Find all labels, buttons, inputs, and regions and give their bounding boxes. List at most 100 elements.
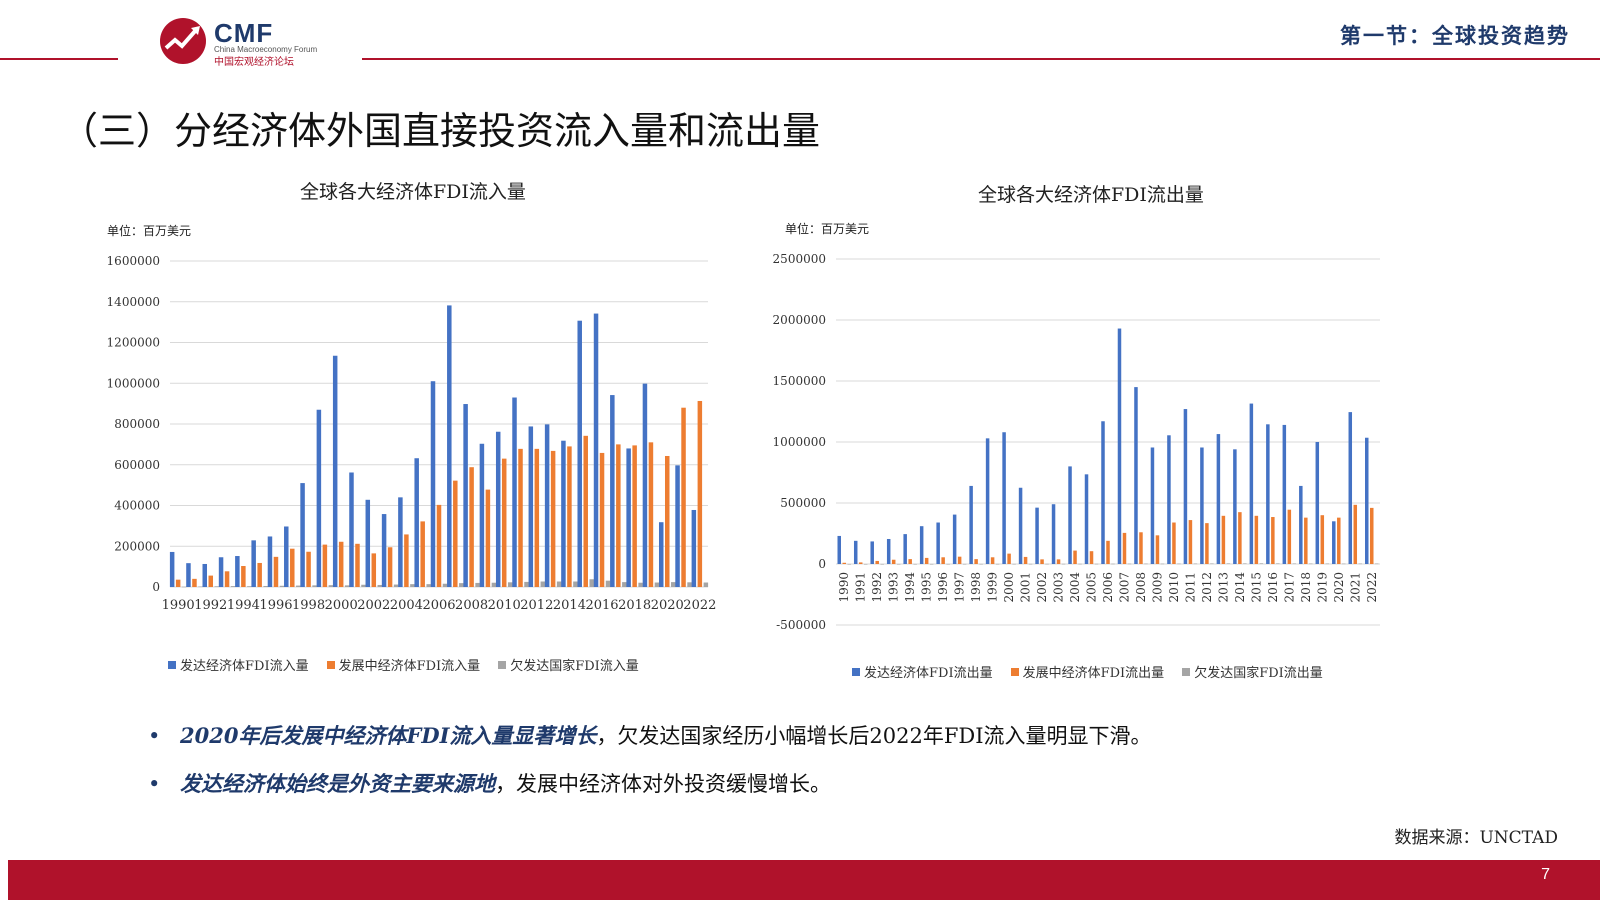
bar-developing [436, 504, 442, 587]
y-tick-label: 800000 [114, 417, 160, 431]
x-tick-label: 2004 [1068, 572, 1082, 603]
bar-developing [1056, 559, 1061, 564]
bar-developed [561, 440, 566, 587]
bar-least-developed [962, 563, 967, 565]
y-tick-label: 0 [818, 557, 826, 571]
bar-developing [941, 557, 945, 564]
bar-developing [1254, 515, 1259, 564]
bullet-highlight: 发达经济体始终是外资主要来源地 [180, 771, 495, 796]
x-tick-label: 1996 [936, 572, 950, 603]
bar-least-developed [540, 581, 546, 587]
bar-developed [300, 483, 305, 587]
bar-least-developed [1094, 563, 1099, 565]
y-tick-label: 2000000 [773, 313, 826, 327]
bar-developing [1073, 550, 1077, 564]
bar-least-developed [1325, 563, 1330, 565]
chart1-unit: 单位：百万美元 [107, 224, 192, 238]
bar-least-developed [1061, 563, 1066, 565]
bar-developing [1221, 515, 1226, 564]
bar-least-developed [703, 582, 709, 587]
bar-developed [577, 320, 582, 587]
bar-least-developed [605, 580, 611, 587]
bar-developed [1282, 424, 1287, 564]
x-tick-label: 2022 [1365, 572, 1379, 603]
y-tick-label: 600000 [114, 458, 160, 472]
bar-developed [479, 443, 485, 587]
bar-developing [858, 562, 863, 564]
bar-developed [642, 383, 648, 587]
bullet-marker: • [148, 724, 161, 748]
bar-least-developed [1045, 563, 1049, 565]
x-tick-label: 1998 [292, 598, 325, 613]
x-tick-label: 2010 [488, 598, 521, 613]
bar-developed [1117, 328, 1122, 564]
x-tick-label: 2010 [1167, 572, 1181, 603]
bar-least-developed [442, 583, 448, 587]
bullet-text: ，发展中经济体对外投资缓慢增长。 [495, 772, 831, 796]
x-tick-label: 1995 [920, 572, 934, 603]
bar-developed [919, 526, 924, 564]
bar-developed [969, 485, 973, 564]
bar-least-developed [573, 581, 578, 587]
bar-least-developed [622, 582, 627, 587]
legend-swatch-developing [1010, 667, 1019, 676]
legend-swatch-least-developed [498, 660, 507, 669]
bar-least-developed [181, 586, 187, 588]
x-tick-label: 2021 [1348, 572, 1362, 603]
bar-developing [974, 559, 978, 564]
page-number: 7 [1541, 866, 1550, 883]
bar-developing [924, 557, 929, 564]
legend-item-developed: 发达经济体FDI流入量 [168, 655, 309, 674]
logo-icon [160, 18, 206, 64]
header-rule-left [0, 58, 118, 60]
y-tick-label: 2500000 [773, 252, 826, 266]
bar-developing [1320, 515, 1325, 564]
bar-developed [853, 540, 858, 564]
legend-label: 欠发达国家FDI流入量 [510, 659, 639, 674]
bar-least-developed [638, 582, 643, 587]
bar-developing [697, 400, 703, 587]
x-tick-label: 2007 [1117, 572, 1131, 603]
bar-developing [290, 548, 295, 587]
bar-least-developed [328, 585, 334, 587]
x-tick-label: 2006 [1101, 572, 1115, 603]
bar-developed [544, 424, 550, 587]
bar-developing [485, 489, 491, 587]
bar-least-developed [393, 584, 399, 587]
bar-developing [175, 579, 181, 587]
bar-developed [316, 409, 322, 587]
bar-developing [583, 435, 588, 587]
bar-developing [371, 553, 377, 587]
bar-developed [1167, 435, 1171, 564]
x-tick-label: 2000 [1002, 572, 1016, 603]
bar-developed [447, 305, 452, 587]
legend-item-developing: 发展中经济体FDI流入量 [326, 655, 480, 674]
bar-least-developed [1012, 563, 1016, 565]
bar-developing [1353, 504, 1358, 564]
bar-developing [957, 556, 962, 564]
bar-developing [550, 450, 556, 587]
x-tick-label: 1990 [162, 598, 195, 613]
x-tick-label: 2002 [1035, 572, 1049, 603]
x-tick-label: 2014 [553, 598, 586, 613]
bar-least-developed [1144, 563, 1148, 565]
bar-least-developed [1375, 563, 1379, 565]
bar-developed [398, 497, 403, 587]
logo-text: CMF [214, 18, 274, 48]
logo-subtitle-en: China Macroeconomy Forum [214, 45, 318, 54]
bar-developing [224, 571, 230, 587]
bar-least-developed [279, 585, 285, 587]
bar-developed [349, 472, 354, 587]
bar-least-developed [312, 585, 317, 587]
bar-developed [463, 404, 468, 587]
bar-developing [990, 557, 995, 564]
x-tick-label: 1999 [986, 572, 1000, 603]
bar-developing [681, 407, 686, 587]
bar-least-developed [1111, 563, 1115, 565]
bar-least-developed [1243, 563, 1247, 564]
bar-developed [691, 509, 697, 587]
bar-least-developed [475, 582, 480, 587]
y-tick-label: 1000000 [107, 376, 160, 390]
bar-developed [218, 557, 224, 587]
bar-developed [626, 448, 631, 587]
